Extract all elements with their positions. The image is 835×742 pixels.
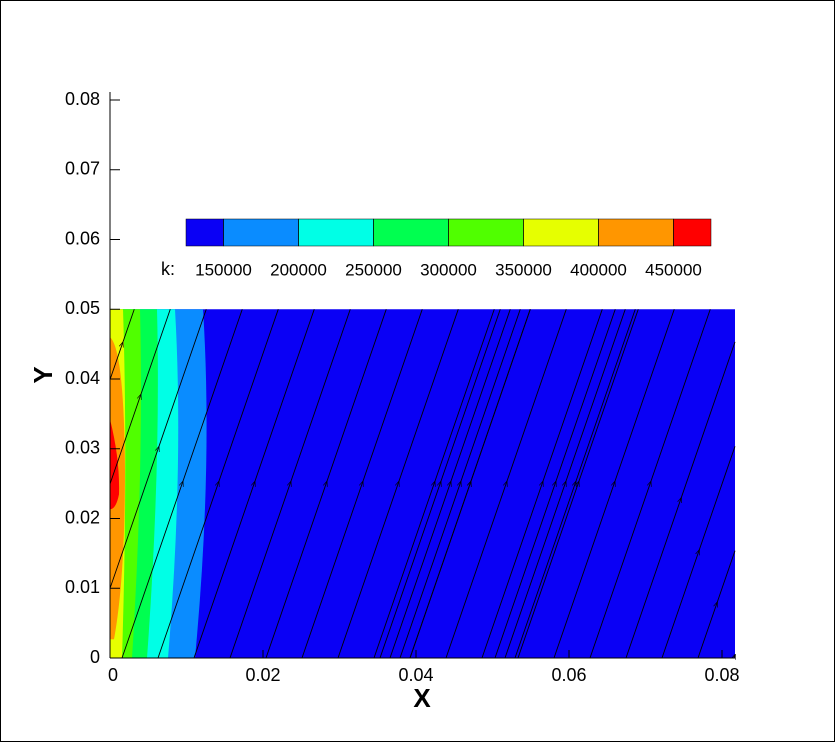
- streamline: [589, 309, 711, 659]
- streamline: [157, 309, 279, 659]
- x-tick-label: 0.06: [551, 665, 586, 685]
- streamline: [229, 309, 351, 659]
- streamline: [337, 309, 459, 659]
- streamline: [409, 309, 531, 659]
- y-tick-label: 0.08: [65, 89, 100, 109]
- streamline: [553, 309, 675, 659]
- legend-label: k:: [161, 259, 175, 279]
- colorbar-label: 300000: [420, 260, 477, 279]
- colorbar-segment: [223, 218, 299, 247]
- streamline: [389, 309, 511, 659]
- colorbar-segment: [298, 218, 374, 247]
- y-axis-title: Y: [28, 366, 58, 383]
- streamline: [399, 309, 521, 659]
- streamline: [373, 309, 495, 659]
- x-tick-label: 0: [108, 665, 118, 685]
- y-tick-label: 0.01: [65, 577, 100, 597]
- colorbar-label: 200000: [270, 260, 327, 279]
- colorbar-segment: [673, 218, 712, 247]
- colorbar-label: 350000: [495, 260, 552, 279]
- streamline: [265, 309, 387, 659]
- colorbar-label: 150000: [195, 260, 252, 279]
- streamline: [109, 309, 207, 589]
- streamline: [517, 309, 639, 659]
- streamline: [193, 309, 315, 659]
- streamline: [514, 309, 636, 659]
- streamline: [625, 341, 736, 659]
- streamline: [494, 309, 616, 659]
- streamline: [697, 550, 736, 659]
- x-tick-label: 0.02: [245, 665, 280, 685]
- y-tick-label: 0.06: [65, 228, 100, 248]
- colorbar-segment: [598, 218, 674, 247]
- streamline: [504, 309, 626, 659]
- streamline: [121, 309, 243, 659]
- streamline: [661, 446, 736, 659]
- colorbar-label: 400000: [570, 260, 627, 279]
- streamline: [481, 309, 603, 659]
- y-tick-label: 0: [90, 647, 100, 667]
- streamline: [301, 309, 423, 659]
- y-tick-label: 0.03: [65, 438, 100, 458]
- colorbar-segment: [185, 218, 224, 247]
- y-tick-label: 0.02: [65, 507, 100, 527]
- streamline: [445, 309, 567, 659]
- colorbar-segment: [523, 218, 599, 247]
- colorbar-label: 250000: [345, 260, 402, 279]
- streamline: [379, 309, 501, 659]
- y-tick-label: 0.04: [65, 368, 100, 388]
- x-tick-label: 0.04: [398, 665, 433, 685]
- y-tick-label: 0.07: [65, 159, 100, 179]
- contour-field: [110, 309, 735, 658]
- colorbar-label: 450000: [645, 260, 702, 279]
- x-tick-label: 0.08: [704, 665, 739, 685]
- colorbar-segment: [448, 218, 524, 247]
- streamline: [109, 309, 171, 485]
- streamline: [109, 309, 135, 380]
- x-axis-title: X: [413, 683, 431, 713]
- colorbar-segment: [373, 218, 449, 247]
- y-tick-label: 0.05: [65, 298, 100, 318]
- streamlines: [109, 309, 736, 659]
- contour-band: [110, 419, 120, 510]
